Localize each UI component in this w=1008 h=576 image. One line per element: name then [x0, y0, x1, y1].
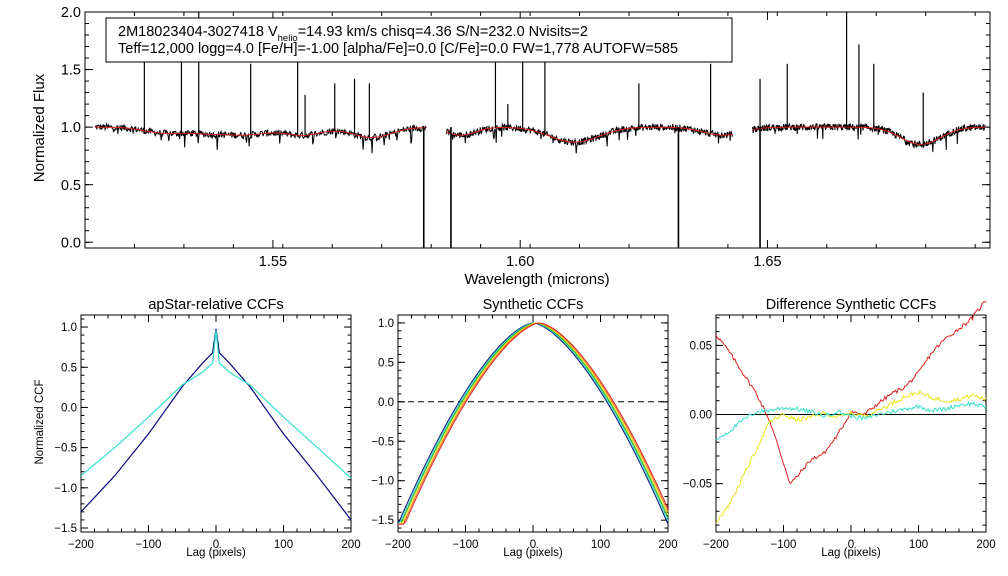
- y-tick-label: 2.0: [61, 5, 81, 21]
- spectrum-x-ticks: 1.55 1.60 1.65 0.0 0.5 1.0 1.5 2.0: [61, 5, 990, 270]
- difference-ccf-panel: Difference Synthetic CCFs −200 −100 0 100 20…: [683, 297, 996, 559]
- x-tick-label: 0: [848, 539, 854, 551]
- spectrum-plot-frame: [84, 11, 991, 249]
- ccf-2-line: [80, 330, 352, 479]
- ccf-a-line: [397, 322, 669, 525]
- synthetic-ccf-panel: Synthetic CCFs −200 −100 0 100 200 −1.5 −1.0 −0…: [371, 297, 677, 559]
- x-tick-label: 0: [213, 539, 219, 551]
- info-helio-subscript: helio: [278, 33, 298, 44]
- y-tick-label: −0.5: [54, 443, 77, 455]
- ccf-1-line: [80, 328, 352, 521]
- y-tick-label: 0.00: [690, 410, 712, 422]
- synthetic-ccf-frame: [397, 314, 669, 533]
- x-tick-label: 0: [530, 539, 536, 551]
- y-tick-label: −0.05: [683, 479, 712, 491]
- x-tick-label: 1.60: [506, 254, 534, 270]
- y-tick-label: 1.0: [61, 120, 81, 136]
- spectrum-x-axis-label: Wavelength (microns): [464, 271, 609, 288]
- apstar-ccf-lines: [80, 328, 352, 521]
- ccf-c-line: [398, 322, 669, 525]
- ccf-b-line: [397, 322, 669, 525]
- difference-ccf-frame: [715, 314, 987, 533]
- spectrum-info-box: 2M18023404-3027418 Vhelio=14.93 km/s chi…: [105, 17, 733, 63]
- x-tick-label: 100: [909, 539, 928, 551]
- synthetic-ccf-lines: [397, 322, 669, 525]
- ccf-e-line: [398, 322, 669, 525]
- x-tick-label: 1.65: [753, 254, 781, 270]
- info-box-frame: [105, 17, 733, 63]
- y-tick-label: 0.05: [690, 340, 712, 352]
- ccf-f-line: [398, 322, 669, 525]
- synthetic-ccf-ticks: −200 −100 0 100 200 −1.5 −1.0 −0.5 0.0 0.5 1.0: [371, 314, 678, 551]
- synthetic-ccf-x-label: Lag (pixels): [503, 547, 563, 559]
- diff-cyan-line: [715, 401, 987, 441]
- x-tick-label: 200: [976, 539, 995, 551]
- spectrum-panel: 1.55 1.60 1.65 0.0 0.5 1.0 1.5 2.0 Wavelength (…: [31, 5, 991, 288]
- x-tick-label: 1.55: [259, 254, 287, 270]
- difference-ccf-x-label: Lag (pixels): [821, 547, 881, 559]
- observed-spectrum-chip-2: [445, 122, 734, 154]
- y-tick-label: −0.5: [371, 436, 394, 448]
- x-tick-label: 100: [591, 539, 610, 551]
- apstar-ccf-y-label: Normalized CCF: [34, 380, 46, 465]
- x-tick-label: −100: [453, 539, 479, 551]
- y-tick-label: 0.5: [378, 357, 394, 369]
- y-tick-label: 0.5: [61, 362, 77, 374]
- x-tick-label: −200: [385, 539, 411, 551]
- synthetic-ccf-title: Synthetic CCFs: [483, 297, 584, 313]
- x-tick-label: −200: [68, 539, 94, 551]
- info-stats: =14.93 km/s chisq=4.36 S/N=232.0 Nvisits…: [298, 24, 588, 40]
- y-tick-label: −1.5: [371, 515, 394, 527]
- x-tick-label: 100: [274, 539, 293, 551]
- apstar-ccf-title: apStar-relative CCFs: [148, 297, 283, 313]
- y-tick-label: 0.0: [61, 402, 77, 414]
- x-tick-label: −200: [703, 539, 729, 551]
- ccf-d-line: [398, 322, 669, 525]
- x-tick-label: −100: [136, 539, 162, 551]
- x-tick-label: −100: [771, 539, 797, 551]
- y-tick-label: 1.0: [61, 322, 77, 334]
- y-tick-label: −1.0: [54, 483, 77, 495]
- model-spectrum-chip-1: [94, 126, 427, 138]
- apstar-ccf-panel: apStar-relative CCFs −200 −100 0 100 200 −1.5…: [34, 297, 361, 559]
- y-tick-label: 0.0: [378, 397, 394, 409]
- y-tick-label: 1.0: [378, 318, 394, 330]
- info-star-id: 2M18023404-3027418 V: [118, 24, 278, 40]
- info-line-2: Teff=12,000 logg=4.0 [Fe/H]=-1.00 [alpha…: [118, 41, 678, 57]
- y-tick-label: −1.5: [54, 523, 77, 535]
- apstar-ccf-frame: [80, 314, 352, 533]
- difference-ccf-title: Difference Synthetic CCFs: [766, 297, 937, 313]
- x-tick-label: 200: [658, 539, 677, 551]
- y-tick-label: −1.0: [371, 476, 394, 488]
- y-tick-label: 0.0: [61, 235, 81, 251]
- apstar-ccf-ticks: −200 −100 0 100 200 −1.5 −1.0 −0.5 0.0 0.5 1.0: [54, 315, 361, 551]
- difference-ccf-ticks: −200 −100 0 100 200 −0.05 0.00 0.05: [683, 315, 996, 551]
- diff-yellow-line: [715, 389, 987, 524]
- spectrum-y-axis-label: Normalized Flux: [31, 73, 48, 182]
- model-spectrum-chip-3: [752, 126, 986, 145]
- model-spectrum-chip-2: [445, 126, 733, 143]
- apstar-ccf-x-label: Lag (pixels): [186, 547, 246, 559]
- x-tick-label: 200: [341, 539, 360, 551]
- difference-ccf-lines: [715, 300, 987, 524]
- y-tick-label: 0.5: [61, 178, 81, 194]
- info-line-1: 2M18023404-3027418 Vhelio=14.93 km/s chi…: [118, 24, 588, 44]
- y-tick-label: 1.5: [61, 63, 81, 79]
- diff-red-line: [715, 300, 987, 485]
